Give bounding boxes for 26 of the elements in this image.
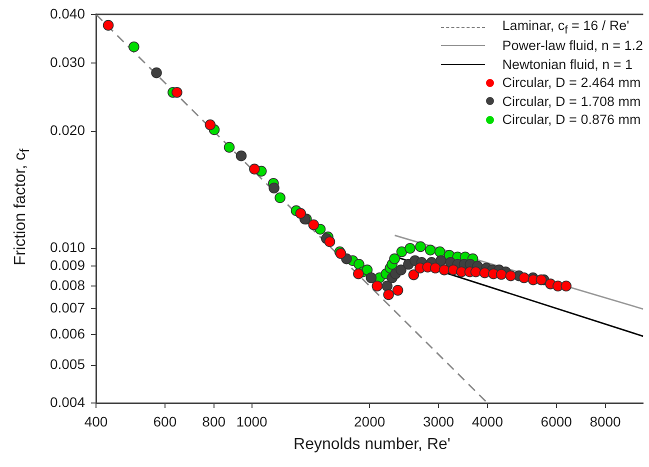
y-tick-label: 0.020 [50,122,86,138]
legend-label: Newtonian fluid, n = 1 [502,56,633,72]
x-axis-title: Reynolds number, Re' [294,436,450,454]
x-tick-label: 8000 [590,413,622,430]
y-tick-label: 0.030 [50,54,86,70]
x-tick-label: 400 [84,413,108,430]
legend-label: Power-law fluid, n = 1.2 [502,38,643,54]
y-tick-label: 0.004 [50,394,86,410]
x-tick-label: 1000 [236,413,268,430]
x-tick-label: 6000 [540,413,572,430]
x-tick-label: 600 [153,413,177,430]
y-tick-label: 0.010 [50,239,86,256]
y-tick-label: 0.040 [50,5,86,22]
x-tick-label: 3000 [422,413,454,430]
x-tick-label: 800 [202,413,226,430]
x-tick-label: 2000 [354,413,386,430]
x-tick-label: 4000 [472,413,504,430]
legend-label: Laminar, c$_{f}$ = 16 / Re' [502,18,630,37]
y-tick-label: 0.005 [50,356,86,372]
y-tick-label: 0.008 [50,276,86,293]
legend-label: Circular, D = 1.708 mm [502,94,641,109]
y-tick-label: 0.009 [50,257,86,273]
legend-label: Circular, D = 2.464 mm [502,75,641,90]
legend-label: Circular, D = 0.876 mm [502,112,641,128]
y-tick-label: 0.006 [50,325,86,342]
y-tick-label: 0.007 [50,299,86,316]
